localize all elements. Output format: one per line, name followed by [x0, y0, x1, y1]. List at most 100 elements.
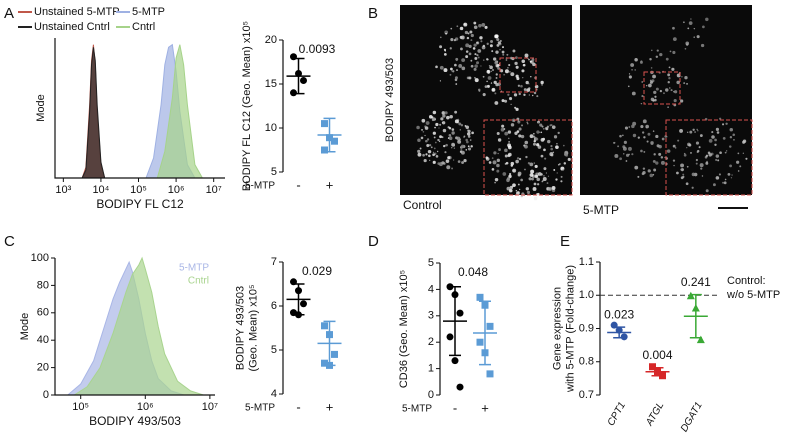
speckle	[468, 44, 472, 49]
x-tick-label: 10⁶	[168, 184, 185, 196]
speckle	[509, 71, 511, 73]
speckle	[642, 119, 647, 124]
p-value: 0.023	[604, 307, 634, 321]
speckle	[652, 159, 656, 163]
speckle	[499, 39, 502, 43]
speckle	[458, 122, 462, 126]
speckle	[526, 121, 529, 124]
x-tick-label: 10⁵	[72, 401, 89, 413]
speckle	[542, 179, 544, 182]
speckle	[504, 131, 509, 136]
speckle	[449, 115, 453, 119]
speckle	[490, 40, 494, 43]
x-tick-label: +	[481, 400, 489, 415]
speckle	[627, 146, 632, 151]
speckle	[421, 118, 426, 123]
speckle	[467, 32, 470, 35]
speckle	[448, 136, 453, 141]
speckle	[639, 60, 643, 64]
speckle	[700, 43, 705, 48]
speckle	[692, 128, 695, 131]
speckle	[553, 135, 558, 139]
speckle	[641, 81, 644, 83]
speckle	[465, 50, 469, 53]
speckle	[545, 127, 547, 129]
speckle	[419, 147, 422, 150]
speckle	[512, 49, 516, 53]
speckle	[454, 63, 457, 67]
speckle	[537, 172, 542, 176]
speckle	[445, 32, 447, 35]
speckle	[525, 80, 529, 85]
speckle	[494, 181, 496, 184]
y-tick-label: 4	[271, 388, 277, 400]
speckle	[518, 127, 522, 131]
speckle	[726, 150, 728, 152]
speckle	[495, 50, 499, 54]
speckle	[537, 145, 542, 149]
speckle	[560, 175, 563, 178]
speckle	[494, 34, 499, 39]
speckle	[470, 59, 473, 62]
panel-label: D	[368, 233, 379, 250]
p-value: 0.004	[642, 348, 672, 362]
speckle	[698, 146, 701, 149]
speckle	[642, 171, 646, 175]
speckle	[534, 84, 539, 89]
speckle	[501, 99, 505, 103]
speckle	[497, 138, 502, 142]
speckle	[536, 183, 540, 186]
speckle	[451, 131, 455, 135]
speckle	[517, 120, 521, 124]
speckle	[655, 55, 659, 59]
speckle	[536, 95, 539, 98]
speckle	[448, 126, 452, 130]
error-bar	[479, 300, 491, 366]
speckle	[487, 76, 492, 80]
image-label: 5-MTP	[583, 203, 619, 217]
speckle	[451, 70, 453, 72]
speckle	[557, 131, 560, 135]
speckle	[489, 44, 493, 48]
speckle	[680, 163, 685, 168]
x-tick-label: 10³	[55, 184, 71, 196]
speckle	[645, 124, 650, 129]
speckle	[730, 177, 733, 179]
speckle	[463, 135, 466, 138]
speckle	[515, 189, 518, 192]
x-tick-label: CPT1	[606, 400, 628, 428]
speckle	[505, 161, 509, 165]
speckle	[650, 67, 653, 69]
speckle	[543, 167, 547, 171]
speckle	[540, 80, 544, 85]
speckle	[696, 128, 698, 131]
speckle	[464, 125, 467, 127]
speckle	[631, 68, 633, 71]
image-label: Control	[403, 198, 442, 212]
speckle	[627, 85, 630, 88]
speckle	[505, 59, 508, 61]
data-point	[331, 137, 338, 145]
speckle	[524, 53, 529, 58]
speckle	[492, 69, 494, 71]
speckle	[729, 145, 732, 148]
speckle	[628, 126, 631, 128]
speckle	[507, 152, 512, 157]
error-bar	[449, 286, 461, 357]
speckle	[470, 145, 473, 148]
speckle	[528, 58, 530, 61]
speckle	[619, 157, 622, 161]
data-point	[321, 322, 328, 330]
y-tick-label: 0.8	[579, 356, 594, 368]
speckle	[542, 177, 547, 181]
speckle	[451, 167, 453, 170]
legend-label: Unstained Cntrl	[34, 21, 110, 33]
y-tick-label: 3	[428, 310, 434, 322]
data-point	[476, 338, 484, 346]
reference-label: Control:	[727, 275, 766, 287]
speckle	[691, 186, 694, 189]
speckle	[473, 67, 477, 71]
speckle	[530, 169, 535, 174]
speckle	[683, 21, 685, 24]
x-tick-label: 10⁷	[206, 184, 222, 196]
